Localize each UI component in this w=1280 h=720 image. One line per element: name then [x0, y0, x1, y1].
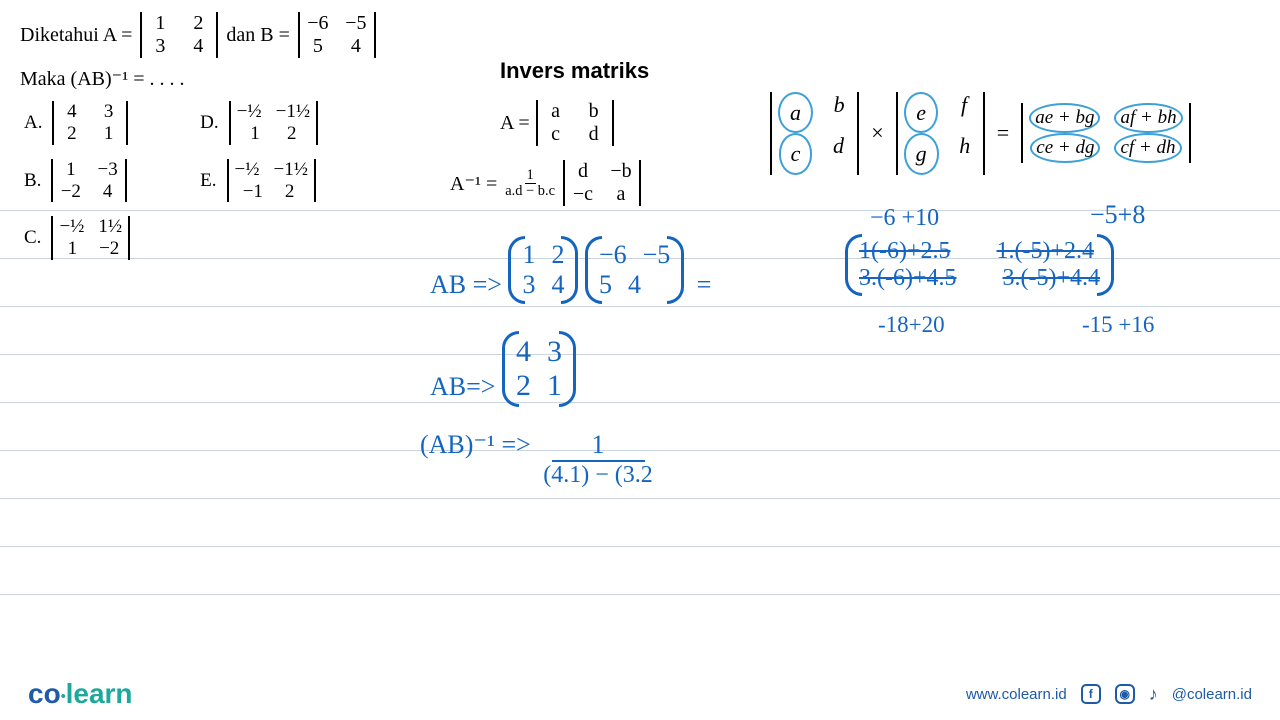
calc-below-a: -18+20	[878, 312, 945, 338]
calc-line-1: AB => 1234 −6−554 =	[430, 240, 717, 300]
instagram-icon: ◉	[1115, 684, 1135, 704]
brand-logo: co•learn	[28, 678, 133, 710]
facebook-icon: f	[1081, 684, 1101, 704]
calc-line-2: AB=> 4321	[430, 335, 576, 403]
question-line: Maka (AB)⁻¹ = . . . .	[20, 66, 1260, 91]
calc-line-3: (AB)⁻¹ => 1 (4.1) − (3.2	[420, 430, 653, 489]
matrix-A: 12 34	[140, 12, 218, 58]
matrix-B: −6−5 54	[298, 12, 376, 58]
calc-above-a: −6 +10	[870, 205, 939, 232]
footer: co•learn www.colearn.id f ◉ ♪ @colearn.i…	[0, 668, 1280, 720]
calc-above-b: −5+8	[1090, 200, 1145, 230]
calc-result-big: 1(-6)+2.51.(-5)+2.4 3.(-6)+4.53.(-5)+4.4	[845, 238, 1114, 292]
footer-handle: @colearn.id	[1172, 686, 1252, 703]
footer-url: www.colearn.id	[966, 686, 1067, 703]
tiktok-icon: ♪	[1149, 684, 1158, 705]
given-text-2: dan B =	[226, 24, 290, 47]
calc-below-b: -15 +16	[1082, 312, 1154, 338]
options: A. 4321 B. 1−3−24 C. −½1½1−2 D. −½−1½12 …	[24, 101, 1260, 260]
problem-block: Diketahui A = 12 34 dan B = −6−5 54 Maka…	[0, 0, 1280, 260]
given-text-1: Diketahui A =	[20, 24, 132, 47]
